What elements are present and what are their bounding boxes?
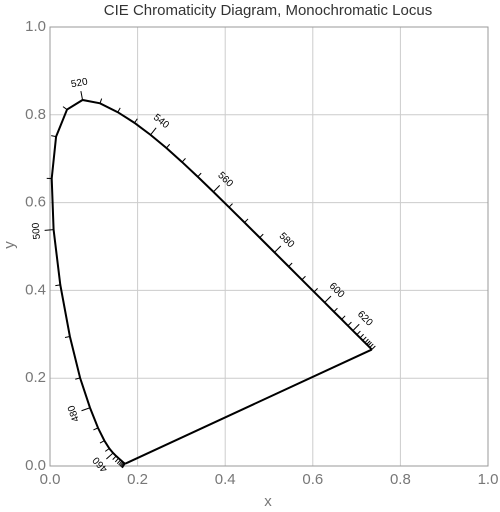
locus-tick bbox=[166, 143, 171, 149]
locus-tick bbox=[118, 460, 123, 466]
locus-tick bbox=[117, 107, 121, 113]
locus-tick bbox=[62, 106, 68, 110]
locus-tick bbox=[301, 275, 306, 281]
locus-tick bbox=[134, 118, 138, 124]
locus-tick bbox=[274, 245, 282, 253]
locus-tick bbox=[333, 307, 338, 313]
y-tick-label: 0.0 bbox=[25, 457, 46, 474]
locus-tick bbox=[121, 463, 125, 468]
y-axis-label: y bbox=[1, 241, 18, 249]
locus-tick bbox=[364, 338, 369, 344]
locus-tick bbox=[44, 229, 54, 231]
locus-tick bbox=[55, 284, 61, 287]
locus-tick bbox=[112, 455, 117, 460]
locus-tick bbox=[121, 463, 126, 469]
purple-line bbox=[124, 348, 373, 465]
locus-tick bbox=[81, 407, 91, 412]
locus-tick bbox=[197, 172, 202, 178]
locus-tick bbox=[80, 91, 84, 101]
x-tick-label: 0.4 bbox=[215, 471, 236, 488]
locus-tick bbox=[116, 459, 121, 465]
locus-tick bbox=[288, 262, 293, 267]
x-tick-label: 0.0 bbox=[40, 471, 61, 488]
locus-tick bbox=[347, 321, 352, 327]
plot-frame bbox=[49, 26, 489, 467]
locus-tick bbox=[213, 185, 221, 193]
locus-tick bbox=[356, 330, 361, 335]
locus-tick bbox=[120, 462, 125, 468]
chart-title: CIE Chromaticity Diagram, Monochromatic … bbox=[104, 2, 432, 19]
y-tick-label: 0.8 bbox=[25, 106, 46, 123]
y-tick-label: 0.6 bbox=[25, 194, 46, 211]
x-tick-label: 0.2 bbox=[127, 471, 148, 488]
x-tick-label: 1.0 bbox=[478, 471, 499, 488]
locus-tick bbox=[259, 233, 264, 238]
locus-line bbox=[50, 98, 373, 465]
locus-tick bbox=[99, 440, 105, 444]
locus-tick bbox=[228, 203, 233, 208]
locus-tick bbox=[75, 377, 81, 380]
locus-tick bbox=[104, 448, 110, 452]
x-tick-label: 0.6 bbox=[302, 471, 323, 488]
locus-tick bbox=[106, 452, 114, 460]
locus-tick bbox=[181, 158, 186, 163]
locus-tick bbox=[51, 135, 57, 138]
locus-tick bbox=[99, 98, 103, 104]
wavelength-label: 460 bbox=[91, 454, 111, 474]
wavelength-label: 480 bbox=[66, 403, 82, 423]
locus-tick bbox=[244, 218, 249, 223]
locus-tick bbox=[64, 336, 70, 339]
wavelength-label: 520 bbox=[70, 76, 89, 90]
locus-tick bbox=[366, 340, 371, 345]
locus-tick bbox=[369, 343, 374, 348]
y-tick-label: 0.2 bbox=[25, 369, 46, 386]
locus-tick bbox=[324, 295, 332, 303]
locus-tick bbox=[313, 288, 318, 293]
locus-tick bbox=[150, 127, 157, 136]
locus-tick bbox=[119, 461, 124, 467]
locus-tick bbox=[352, 323, 360, 332]
locus-tick bbox=[93, 427, 99, 431]
locus-tick bbox=[371, 345, 376, 350]
locus-tick bbox=[362, 336, 367, 341]
y-tick-label: 0.4 bbox=[25, 281, 46, 298]
wavelength-label: 500 bbox=[31, 222, 43, 240]
locus-tick bbox=[114, 457, 119, 463]
x-tick-label: 0.8 bbox=[390, 471, 411, 488]
x-axis-label: x bbox=[264, 493, 272, 510]
locus-tick bbox=[341, 315, 346, 320]
locus-tick bbox=[359, 333, 364, 339]
y-tick-label: 1.0 bbox=[25, 18, 46, 35]
locus-tick bbox=[367, 341, 372, 347]
